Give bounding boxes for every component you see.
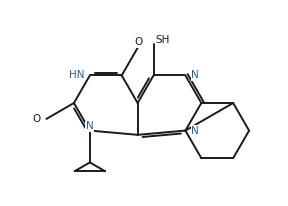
Text: N: N <box>191 126 199 136</box>
Text: O: O <box>32 114 41 124</box>
Text: O: O <box>134 37 142 47</box>
Text: N: N <box>86 122 94 131</box>
Text: SH: SH <box>155 35 170 45</box>
Text: HN: HN <box>69 70 84 80</box>
Text: N: N <box>191 70 199 80</box>
